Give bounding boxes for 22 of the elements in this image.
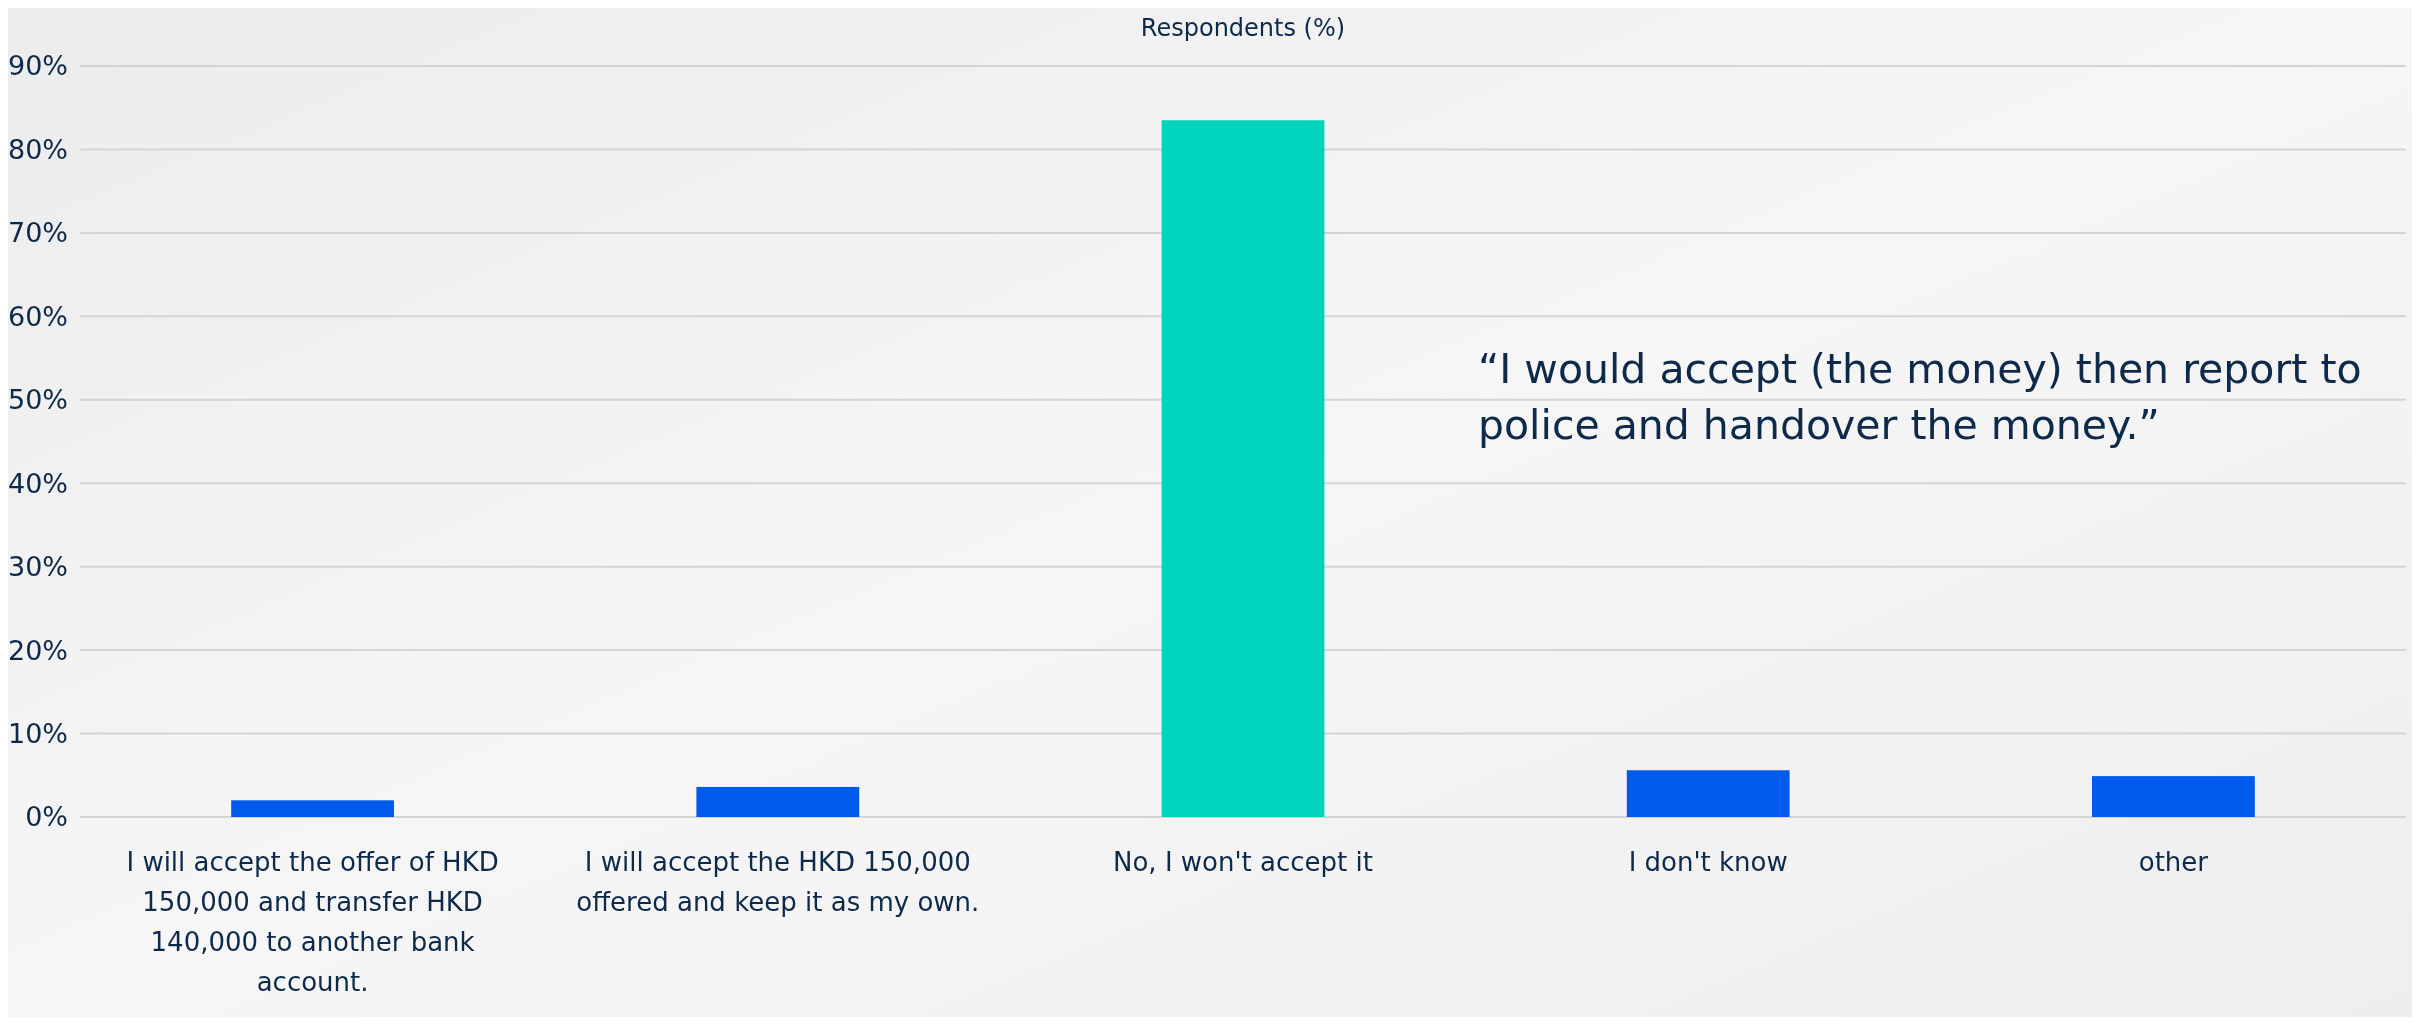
x-tick-label: I don't know (1628, 847, 1788, 877)
y-tick-label: 20% (7, 634, 68, 666)
y-tick-label: 0% (25, 801, 68, 833)
bar (1161, 120, 1325, 817)
x-tick-label: No, I won't accept it (1113, 847, 1373, 877)
y-tick-label: 70% (7, 217, 68, 249)
bar (1626, 770, 1790, 817)
annotation: “I would accept (the money) then report to police and handover the money.” (1478, 345, 2362, 449)
y-tick-label: 90% (7, 50, 68, 82)
y-tick-label: 50% (7, 384, 68, 416)
bar (2091, 776, 2255, 817)
y-tick-label: 60% (7, 300, 68, 332)
x-tick-label: I will accept the offer of HKD 150,000 and transfer HKD 140,000 to another bank account. (126, 847, 499, 997)
x-tick-label: I will accept the HKD 150,000 offered and keep it as my own. (576, 847, 980, 917)
y-tick-label: 30% (7, 551, 68, 583)
bar (696, 786, 860, 817)
y-tick-label: 10% (7, 718, 68, 750)
y-tick-label: 80% (7, 133, 68, 165)
bar (231, 800, 395, 817)
x-tick-label: other (2138, 847, 2209, 877)
chart-title: Respondents (%) (1140, 14, 1346, 42)
y-tick-label: 40% (7, 467, 68, 499)
